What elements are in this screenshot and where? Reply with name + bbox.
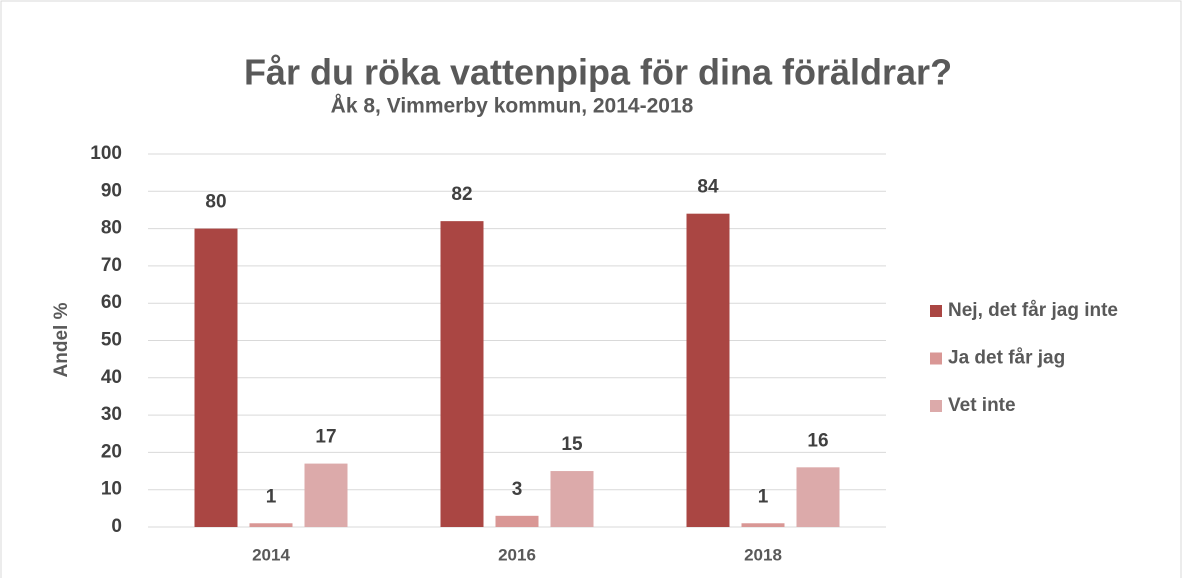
y-tick-label: 30 [101,404,122,425]
value-label: 80 [205,192,226,213]
y-tick-label: 80 [101,218,122,239]
legend-label: Nej, det får jag inte [948,300,1118,321]
bar [550,471,594,527]
legend-swatch [930,352,942,365]
bar [495,515,539,527]
value-label: 17 [315,427,336,448]
y-tick-label: 20 [101,441,122,462]
legend-label: Vet inte [948,395,1016,416]
y-axis-label: Andel % [51,302,72,377]
bar [796,467,840,527]
y-tick-label: 70 [101,255,122,276]
y-tick-label: 0 [111,516,122,537]
value-label: 84 [697,177,719,198]
x-tick-label: 2018 [744,545,782,564]
bar [249,523,293,527]
y-tick-label: 90 [101,180,122,201]
y-tick-label: 60 [101,292,122,313]
value-label: 82 [451,184,472,205]
legend-swatch [930,305,942,317]
bar [686,213,730,527]
legend-label: Ja det får jag [948,348,1065,369]
bar [440,221,484,527]
y-tick-label: 40 [101,367,122,388]
value-label: 1 [266,486,277,507]
y-tick-label: 100 [90,143,122,164]
x-tick-label: 2016 [498,545,536,564]
chart-subtitle: Åk 8, Vimmerby kommun, 2014-2018 [331,94,694,118]
y-tick-label: 10 [101,479,122,500]
bar [304,463,348,527]
value-label: 1 [758,486,769,507]
x-tick-label: 2014 [252,545,290,564]
chart-title: Får du röka vattenpipa för dina föräldra… [244,52,952,93]
value-label: 3 [512,479,523,500]
legend-swatch [930,400,942,412]
value-label: 16 [807,430,828,451]
bar [741,523,785,527]
y-tick-label: 50 [101,330,122,351]
bar [194,228,238,527]
value-label: 15 [561,434,583,455]
